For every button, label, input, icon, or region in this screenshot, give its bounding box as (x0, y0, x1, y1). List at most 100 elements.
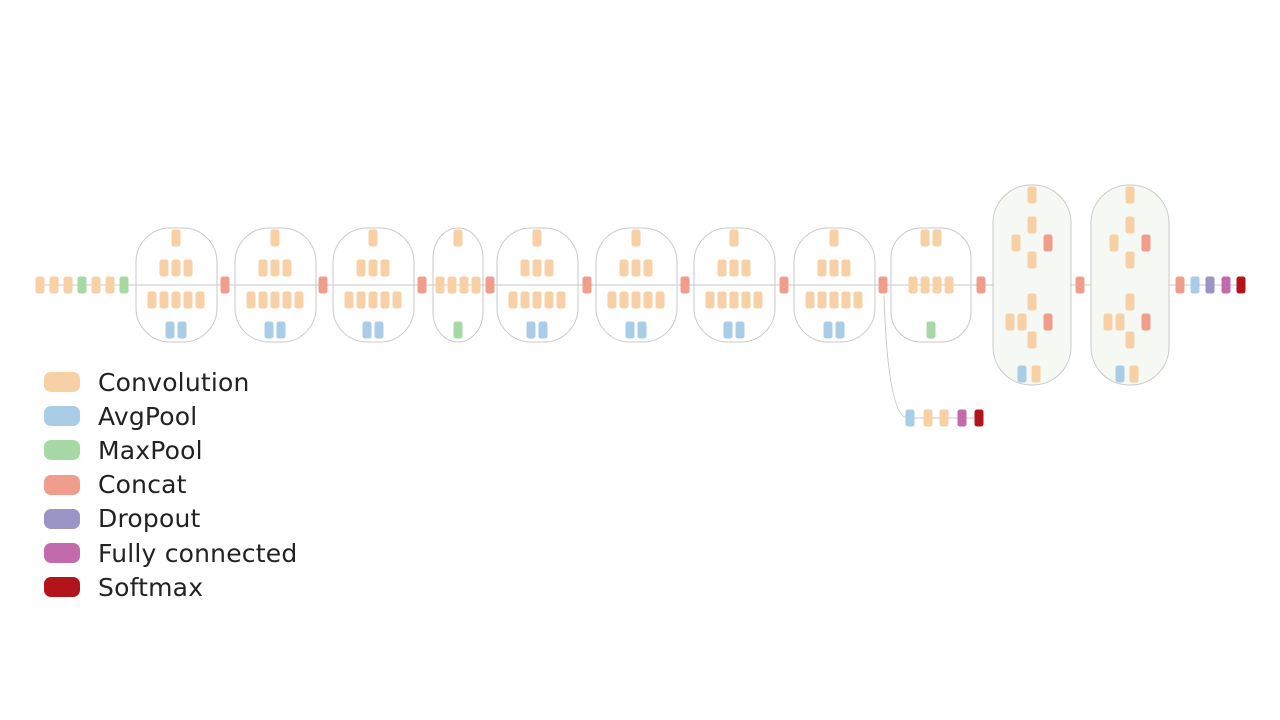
node-concat (485, 276, 495, 294)
node-avgpool (735, 321, 745, 339)
node-convolution (705, 291, 715, 309)
node-convolution (1125, 186, 1135, 204)
module-outline (1090, 184, 1170, 386)
node-convolution (258, 259, 268, 277)
node-concat (779, 276, 789, 294)
node-avgpool (526, 321, 536, 339)
node-convolution (556, 291, 566, 309)
node-convolution (471, 276, 481, 294)
legend-label-avgpool: AvgPool (98, 401, 198, 431)
legend-label-fully-connected: Fully connected (98, 538, 298, 568)
legend-item-convolution: Convolution (44, 365, 297, 399)
node-dropout (1205, 276, 1215, 294)
node-convolution (270, 229, 280, 247)
node-convolution (435, 276, 445, 294)
legend-item-softmax: Softmax (44, 570, 297, 604)
node-convolution (753, 291, 763, 309)
node-avgpool (1115, 365, 1125, 383)
node-convolution (829, 259, 839, 277)
node-concat (1043, 234, 1053, 252)
node-avgpool (538, 321, 548, 339)
node-convolution (932, 229, 942, 247)
node-convolution (1011, 234, 1021, 252)
node-convolution (1031, 365, 1041, 383)
node-convolution (105, 276, 115, 294)
legend: Convolution AvgPool MaxPool Concat Dropo… (44, 365, 297, 604)
node-convolution (920, 229, 930, 247)
node-convolution (159, 259, 169, 277)
node-convolution (817, 259, 827, 277)
legend-label-softmax: Softmax (98, 572, 204, 602)
node-concat (1075, 276, 1085, 294)
node-convolution (1027, 331, 1037, 349)
node-convolution (1017, 313, 1027, 331)
node-convolution (356, 291, 366, 309)
module-outline (332, 227, 415, 343)
node-concat (1141, 313, 1151, 331)
node-avgpool (264, 321, 274, 339)
node-avgpool (165, 321, 175, 339)
node-convolution (532, 259, 542, 277)
node-convolution (741, 259, 751, 277)
node-convolution (619, 291, 629, 309)
node-convolution (631, 291, 641, 309)
node-convolution (270, 259, 280, 277)
legend-item-avgpool: AvgPool (44, 399, 297, 433)
node-convolution (643, 291, 653, 309)
node-concat (976, 276, 986, 294)
node-convolution (939, 409, 949, 427)
node-convolution (853, 291, 863, 309)
node-convolution (544, 291, 554, 309)
node-convolution (447, 276, 457, 294)
node-convolution (453, 229, 463, 247)
node-convolution (282, 259, 292, 277)
node-concat (582, 276, 592, 294)
node-concat (680, 276, 690, 294)
legend-label-concat: Concat (98, 470, 187, 500)
node-convolution (841, 259, 851, 277)
module-outline (234, 227, 317, 343)
module-outline (135, 227, 218, 343)
legend-swatch-concat (44, 474, 80, 495)
node-convolution (282, 291, 292, 309)
node-convolution (532, 291, 542, 309)
node-maxpool (77, 276, 87, 294)
node-convolution (49, 276, 59, 294)
node-convolution (508, 291, 518, 309)
node-convolution (392, 291, 402, 309)
node-convolution (841, 291, 851, 309)
node-convolution (817, 291, 827, 309)
legend-item-dropout: Dropout (44, 502, 297, 536)
node-convolution (1005, 313, 1015, 331)
node-convolution (944, 276, 954, 294)
node-convolution (294, 291, 304, 309)
node-convolution (1125, 251, 1135, 269)
node-convolution (532, 229, 542, 247)
legend-swatch-dropout (44, 508, 80, 529)
node-convolution (63, 276, 73, 294)
node-convolution (246, 291, 256, 309)
node-convolution (643, 259, 653, 277)
legend-swatch-maxpool (44, 440, 80, 461)
node-convolution (270, 291, 280, 309)
node-convolution (1103, 313, 1113, 331)
node-convolution (1115, 313, 1125, 331)
node-convolution (729, 291, 739, 309)
node-convolution (923, 409, 933, 427)
node-softmax (1236, 276, 1246, 294)
legend-label-dropout: Dropout (98, 504, 201, 534)
module-outline (595, 227, 678, 343)
node-avgpool (177, 321, 187, 339)
node-concat (1043, 313, 1053, 331)
node-convolution (717, 259, 727, 277)
legend-swatch-avgpool (44, 406, 80, 427)
node-convolution (380, 259, 390, 277)
node-convolution (1027, 251, 1037, 269)
legend-swatch-fully-connected (44, 543, 80, 564)
node-concat (1141, 234, 1151, 252)
node-avgpool (637, 321, 647, 339)
node-fully-connected (957, 409, 967, 427)
node-concat (1175, 276, 1185, 294)
